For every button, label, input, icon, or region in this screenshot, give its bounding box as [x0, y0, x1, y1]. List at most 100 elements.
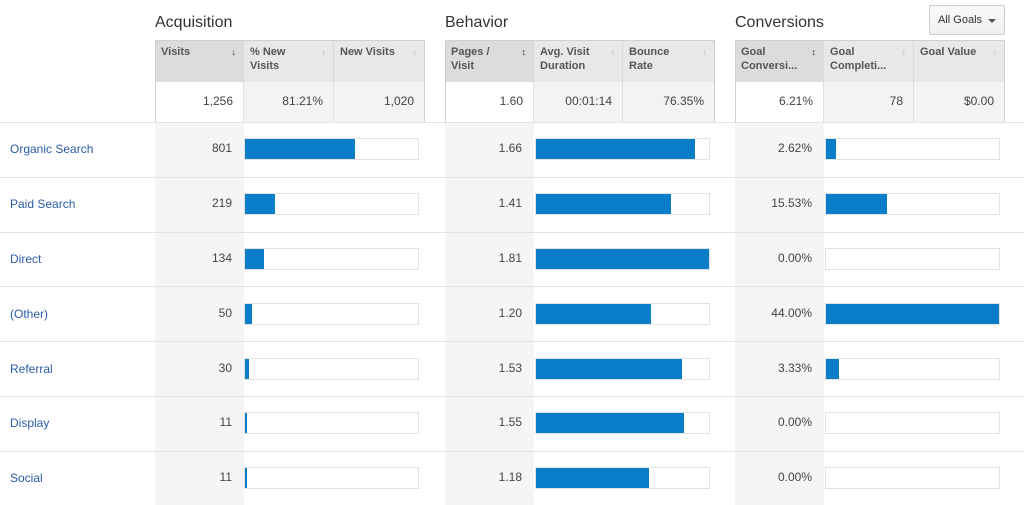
bar-track [244, 467, 419, 490]
column-label-new-visits-pct: % New Visits [250, 46, 286, 72]
total-pages-visit: 1.60 [445, 82, 534, 122]
column-label-bounce-rate: Bounce Rate [629, 46, 670, 72]
sort-icon: ↕ [901, 47, 907, 57]
value-cell-shade [155, 342, 244, 396]
value-cell-shade [155, 232, 244, 287]
value-cell-shade [445, 397, 534, 451]
column-header-avg-visit-duration[interactable]: Avg. Visit Duration ↕ [534, 40, 623, 82]
value-cell-shade [735, 123, 824, 177]
total-new-visits: 1,020 [334, 82, 425, 122]
row-divider [0, 122, 1024, 123]
bar-track [244, 357, 419, 380]
bar-fill [536, 358, 683, 379]
row-divider [0, 231, 1024, 233]
value-cell-shade [735, 232, 824, 287]
channel-link[interactable]: Direct [10, 252, 42, 266]
bar-track [244, 248, 419, 270]
bar-track [825, 248, 1000, 270]
sort-icon: ↕ [702, 47, 708, 57]
bar-track [825, 467, 1000, 490]
table-cell-value: 0.00% [777, 415, 812, 430]
bar-fill [536, 468, 649, 489]
table-cell-value: 15.53% [771, 196, 812, 211]
column-label-goal-value: Goal Value [920, 46, 977, 58]
sort-icon: ↕ [321, 47, 327, 57]
bar-track [535, 248, 710, 270]
column-header-new-visits-pct[interactable]: % New Visits ↕ [244, 40, 334, 82]
chevron-down-icon [988, 19, 996, 23]
channel-link[interactable]: Social [10, 471, 43, 486]
channel-link[interactable]: Referral [10, 361, 53, 376]
bar-fill [536, 303, 651, 324]
column-header-visits[interactable]: Visits ↓ [155, 40, 244, 82]
bar-track [825, 193, 1000, 216]
table-cell-value: 3.33% [777, 360, 812, 375]
row-divider [0, 396, 1024, 397]
bar-track [244, 302, 419, 325]
total-goal-conversion: 6.21% [735, 82, 824, 122]
total-goal-value: $0.00 [914, 82, 1005, 122]
total-avg-visit-duration: 00:01:14 [534, 82, 623, 122]
column-label-goal-completions: Goal Completi... [830, 46, 887, 72]
table-cell-value: 1.41 [498, 196, 522, 211]
bar-fill [245, 413, 248, 434]
value-cell-shade [155, 287, 244, 342]
bar-fill [245, 303, 252, 324]
table-cell-value: 1.81 [498, 251, 522, 265]
value-cell-shade [155, 123, 244, 177]
column-label-new-visits: New Visits [340, 46, 395, 58]
value-cell-shade [155, 177, 244, 232]
behavior-title: Behavior [445, 14, 509, 31]
sort-icon: ↕ [811, 47, 817, 57]
sort-icon: ↕ [610, 47, 616, 57]
table-cell-value: 134 [211, 251, 232, 265]
column-label-avg-visit-duration: Avg. Visit Duration [540, 46, 590, 72]
bar-track [244, 193, 419, 216]
table-cell-value: 11 [219, 470, 232, 485]
bar-fill [245, 468, 248, 489]
total-visits: 1,256 [155, 82, 244, 122]
total-new-visits-pct: 81.21% [244, 82, 334, 122]
bar-track [825, 302, 1000, 325]
bar-fill [536, 249, 709, 269]
table-cell-value: 1.55 [498, 415, 522, 430]
table-cell-value: 50 [218, 305, 232, 320]
value-cell-shade [735, 342, 824, 396]
value-cell-shade [445, 177, 534, 232]
table-cell-value: 44.00% [771, 305, 812, 320]
column-header-goal-value[interactable]: Goal Value ↕ [914, 40, 1005, 82]
all-goals-select[interactable]: All Goals [929, 5, 1005, 35]
total-bounce-rate: 76.35% [623, 82, 715, 122]
table-cell-value: 0.00% [777, 251, 812, 265]
column-header-pages-visit[interactable]: Pages / Visit ↕ [445, 40, 534, 82]
value-cell-shade [735, 177, 824, 232]
column-label-goal-conversion: Goal Conversi... [741, 46, 798, 72]
column-header-goal-conversion[interactable]: Goal Conversi... ↕ [735, 40, 824, 82]
bar-fill [826, 194, 888, 215]
column-header-goal-completions[interactable]: Goal Completi... ↕ [824, 40, 914, 82]
bar-track [535, 193, 710, 216]
bar-track [825, 138, 1000, 161]
value-cell-shade [445, 287, 534, 342]
bar-fill [536, 413, 685, 434]
bar-fill [245, 358, 250, 379]
channel-link[interactable]: (Other) [10, 306, 49, 321]
bar-fill [536, 139, 695, 160]
column-label-visits: Visits [161, 46, 191, 58]
bar-fill [245, 194, 276, 215]
column-header-bounce-rate[interactable]: Bounce Rate ↕ [623, 40, 715, 82]
column-header-new-visits[interactable]: New Visits ↕ [334, 40, 425, 82]
bar-track [535, 138, 710, 161]
bar-fill [826, 139, 837, 160]
row-divider [0, 341, 1024, 343]
channel-link[interactable]: Organic Search [10, 142, 94, 157]
channel-link[interactable]: Display [10, 416, 50, 431]
sort-icon: ↕ [992, 47, 998, 57]
bar-track [825, 412, 1000, 435]
channel-link[interactable]: Paid Search [10, 197, 76, 212]
bar-fill [826, 303, 999, 324]
table-cell-value: 1.53 [498, 360, 522, 375]
bar-fill [245, 249, 264, 269]
table-cell-value: 11 [219, 415, 232, 430]
table-cell-value: 1.18 [498, 470, 522, 485]
